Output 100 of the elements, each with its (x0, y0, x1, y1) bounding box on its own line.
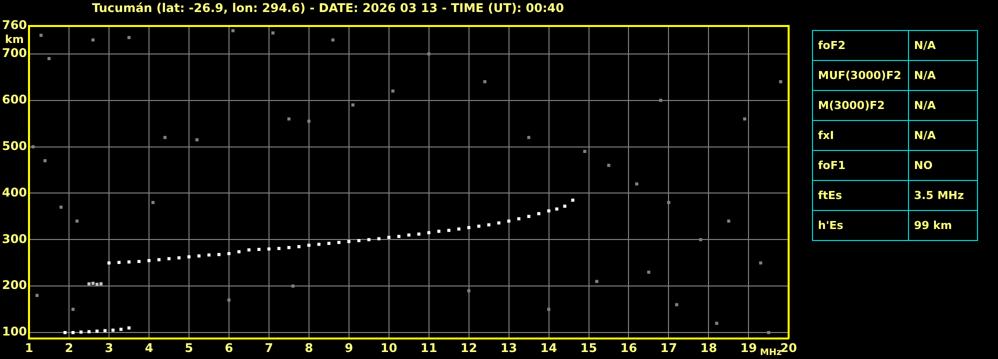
point (407, 233, 410, 237)
chart-title: Tucumán (lat: -26.9, lon: 294.6) - DATE: 2026 03 13 - TIME (UT): 00:40 (92, 1, 564, 15)
point (457, 227, 460, 231)
y-tick-label: 400 (2, 185, 28, 200)
point (647, 270, 650, 274)
point (107, 261, 111, 264)
point (79, 330, 83, 334)
point (39, 34, 43, 37)
text: N/A (914, 99, 936, 112)
x-tick-label: 6 (224, 340, 234, 355)
point (147, 259, 151, 262)
y-tick-label: 600 (2, 92, 28, 106)
point (327, 242, 330, 245)
category-label: foF1 (812, 150, 908, 180)
point (607, 164, 610, 167)
x-tick-label: 15 (580, 340, 598, 355)
point (377, 237, 380, 240)
y-tick-label: 500 (2, 138, 28, 153)
point (257, 248, 260, 251)
point (75, 220, 79, 223)
point (47, 56, 51, 60)
category-label: fxI (812, 120, 908, 150)
point (91, 282, 95, 285)
x-tick-label: 8 (304, 340, 314, 355)
point (635, 182, 638, 186)
point (87, 282, 91, 286)
point (137, 260, 141, 264)
point (555, 207, 558, 211)
point (571, 198, 574, 202)
point (391, 89, 394, 93)
x-tick-label: 18 (700, 340, 718, 355)
point (267, 247, 270, 251)
text: 3.5 MHz (914, 189, 964, 202)
x-tick-label: 4 (144, 340, 154, 355)
point (727, 220, 730, 223)
point (207, 253, 211, 257)
x-tick-label: 16 (620, 340, 638, 355)
point (331, 38, 334, 42)
category-label: foF2 (812, 30, 908, 60)
point (467, 226, 470, 230)
x-tick-label: 14 (540, 340, 558, 355)
point (237, 250, 240, 254)
point (63, 331, 67, 334)
point (675, 303, 678, 306)
point (167, 257, 171, 260)
point (95, 330, 99, 333)
point (307, 120, 310, 123)
point (517, 217, 520, 220)
x-tick-label: 3 (104, 340, 114, 355)
point (307, 244, 310, 247)
x-tick-label: 2 (64, 340, 74, 355)
point (547, 209, 550, 212)
point (119, 328, 123, 331)
point (297, 245, 300, 248)
text: N/A (914, 129, 936, 142)
point (667, 200, 670, 204)
y-tick-label: 300 (2, 232, 28, 246)
x-tick-label: 11 (420, 340, 438, 355)
point (111, 328, 115, 332)
point (195, 138, 199, 142)
x-tick-label: 17 (660, 340, 678, 355)
x-tick-label: 13 (500, 340, 518, 355)
point (99, 282, 103, 286)
point (187, 255, 191, 258)
point (227, 298, 230, 302)
point (563, 204, 566, 208)
point (447, 228, 450, 232)
point (583, 150, 586, 153)
point (779, 80, 782, 84)
point (487, 223, 490, 226)
x-axis-title: MHz (760, 348, 782, 358)
category-label: M(3000)F2 (812, 90, 908, 120)
point (497, 221, 500, 224)
point (507, 220, 510, 223)
text: N/A (914, 39, 936, 52)
point (547, 308, 550, 311)
point (217, 252, 221, 256)
point (427, 52, 430, 56)
point (35, 294, 39, 297)
point (197, 254, 201, 258)
point (437, 230, 440, 233)
x-tick-label: 1 (24, 340, 34, 355)
y-tick-label: 100 (2, 324, 28, 339)
text: 99 km (914, 219, 952, 232)
point (127, 36, 131, 40)
point (337, 240, 340, 244)
point (351, 103, 354, 107)
point (743, 117, 746, 120)
point (477, 224, 480, 228)
point (317, 242, 320, 246)
x-tick-label: 20 (780, 340, 797, 355)
text: N/A (914, 69, 936, 82)
point (127, 326, 131, 330)
y-tick-label: 200 (2, 278, 28, 292)
point (387, 236, 390, 239)
point (291, 284, 294, 288)
point (397, 234, 400, 238)
point (103, 329, 107, 332)
point (227, 252, 230, 256)
category-label: ftEs (812, 180, 908, 210)
